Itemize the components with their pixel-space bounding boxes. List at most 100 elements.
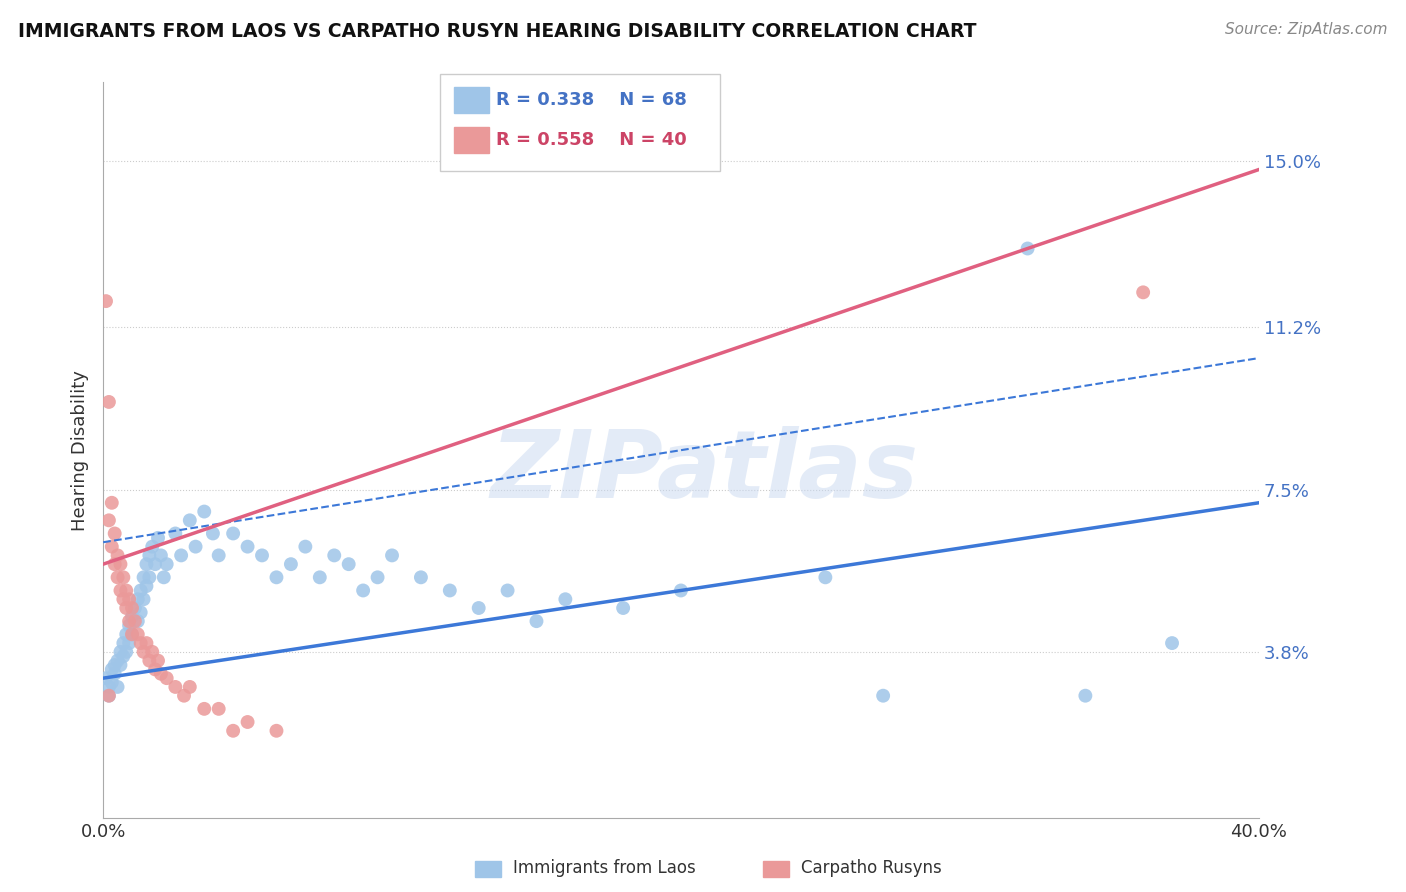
Point: [266, 723, 288, 738]
Point: [110, 583, 132, 598]
Point: [118, 636, 141, 650]
Point: [107, 570, 129, 584]
Point: [337, 557, 360, 571]
Point: [115, 583, 138, 598]
Point: [294, 540, 316, 554]
Point: [208, 549, 231, 563]
Point: [127, 614, 149, 628]
Point: [156, 557, 179, 571]
Point: [1161, 636, 1184, 650]
Point: [132, 645, 155, 659]
Point: [250, 549, 273, 563]
Point: [146, 654, 169, 668]
Point: [107, 680, 129, 694]
Point: [135, 636, 157, 650]
Point: [409, 570, 432, 584]
Point: [222, 723, 245, 738]
Point: [146, 531, 169, 545]
Point: [193, 702, 215, 716]
Point: [323, 549, 346, 563]
Point: [165, 680, 187, 694]
Point: [208, 702, 231, 716]
Text: Source: ZipAtlas.com: Source: ZipAtlas.com: [1225, 22, 1388, 37]
Point: [554, 592, 576, 607]
Point: [110, 658, 132, 673]
Point: [124, 614, 146, 628]
Point: [121, 609, 143, 624]
Point: [112, 636, 135, 650]
Point: [179, 680, 201, 694]
Text: R = 0.558    N = 40: R = 0.558 N = 40: [496, 131, 688, 149]
Point: [201, 526, 224, 541]
Point: [193, 504, 215, 518]
Point: [129, 606, 152, 620]
Point: [118, 614, 141, 628]
Point: [115, 627, 138, 641]
Point: [97, 395, 120, 409]
Text: R = 0.338    N = 68: R = 0.338 N = 68: [496, 91, 688, 109]
Point: [173, 689, 195, 703]
Point: [107, 654, 129, 668]
Point: [104, 666, 127, 681]
Point: [1017, 242, 1039, 256]
Point: [110, 557, 132, 571]
Point: [124, 601, 146, 615]
Point: [152, 570, 174, 584]
Point: [97, 513, 120, 527]
Point: [352, 583, 374, 598]
Point: [184, 540, 207, 554]
Point: [138, 654, 160, 668]
Point: [814, 570, 837, 584]
Point: [1074, 689, 1097, 703]
Text: Immigrants from Laos: Immigrants from Laos: [513, 859, 696, 877]
Point: [179, 513, 201, 527]
Point: [104, 526, 127, 541]
Point: [129, 583, 152, 598]
Point: [101, 675, 124, 690]
Point: [112, 592, 135, 607]
Point: [141, 645, 163, 659]
Point: [143, 557, 166, 571]
Point: [94, 671, 117, 685]
Point: [141, 540, 163, 554]
Point: [118, 618, 141, 632]
Point: [115, 601, 138, 615]
Point: [439, 583, 461, 598]
Point: [127, 627, 149, 641]
Point: [118, 592, 141, 607]
Point: [236, 714, 259, 729]
Point: [97, 680, 120, 694]
Point: [367, 570, 389, 584]
Point: [381, 549, 404, 563]
Text: IMMIGRANTS FROM LAOS VS CARPATHO RUSYN HEARING DISABILITY CORRELATION CHART: IMMIGRANTS FROM LAOS VS CARPATHO RUSYN H…: [18, 22, 977, 41]
Point: [165, 526, 187, 541]
Y-axis label: Hearing Disability: Hearing Disability: [72, 370, 89, 531]
Text: Carpatho Rusyns: Carpatho Rusyns: [801, 859, 942, 877]
Point: [112, 649, 135, 664]
Point: [872, 689, 894, 703]
Point: [135, 579, 157, 593]
Point: [97, 689, 120, 703]
Point: [467, 601, 489, 615]
Point: [170, 549, 193, 563]
Point: [132, 592, 155, 607]
Point: [222, 526, 245, 541]
Point: [121, 627, 143, 641]
Point: [308, 570, 330, 584]
Point: [135, 557, 157, 571]
Point: [132, 570, 155, 584]
Point: [138, 549, 160, 563]
Point: [266, 570, 288, 584]
Point: [115, 645, 138, 659]
Point: [104, 557, 127, 571]
Point: [110, 645, 132, 659]
Point: [156, 671, 179, 685]
Point: [149, 549, 172, 563]
Point: [101, 540, 124, 554]
Point: [104, 658, 127, 673]
Point: [236, 540, 259, 554]
Point: [143, 662, 166, 676]
Point: [97, 689, 120, 703]
Point: [101, 496, 124, 510]
Point: [1132, 285, 1154, 300]
